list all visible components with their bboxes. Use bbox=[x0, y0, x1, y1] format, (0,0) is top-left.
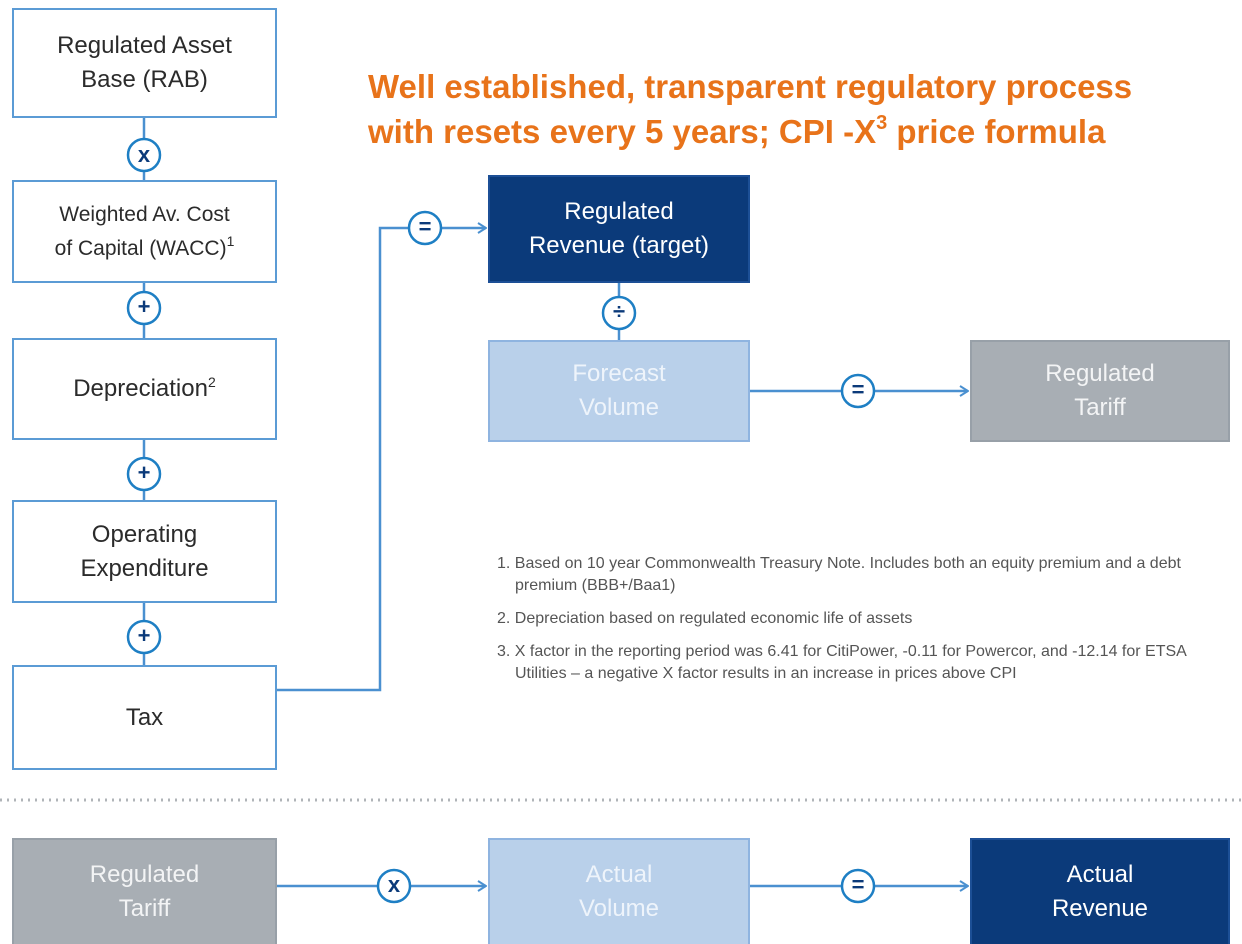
operator: + bbox=[137, 460, 151, 485]
box-label: Forecast bbox=[572, 360, 666, 387]
title: Well established, transparent regulatory… bbox=[368, 64, 1132, 154]
title-text: with resets every 5 years; CPI -X bbox=[368, 113, 877, 150]
operator: = bbox=[851, 872, 865, 897]
box-label: Regulated bbox=[564, 198, 674, 225]
operator: = bbox=[418, 214, 432, 239]
rab-box: Regulated Asset Base (RAB) bbox=[12, 8, 277, 118]
actual-tariff-box: Regulated Tariff bbox=[12, 838, 277, 944]
box-label: Tariff bbox=[1074, 394, 1126, 421]
operator-circle bbox=[126, 456, 162, 492]
box-label: Revenue (target) bbox=[528, 232, 710, 259]
operator-circle bbox=[126, 290, 162, 326]
box-label: of Capital (WACC) bbox=[54, 236, 227, 260]
box-label: Depreciation bbox=[73, 375, 208, 402]
operator-circle bbox=[126, 137, 162, 173]
superscript: 2 bbox=[207, 374, 216, 390]
footnote: 3. X factor in the reporting period was … bbox=[497, 643, 1186, 682]
box-label: Regulated bbox=[89, 861, 200, 888]
box-label: Actual bbox=[1066, 861, 1134, 888]
superscript: 3 bbox=[876, 112, 888, 134]
box-label: Actual bbox=[585, 861, 653, 888]
box-label: Regulated Asset bbox=[57, 32, 232, 59]
actual-revenue-box: Actual Revenue bbox=[970, 838, 1230, 944]
box-label: Volume bbox=[578, 394, 660, 421]
opex-box: Operating Expenditure bbox=[12, 500, 277, 603]
box-label-line: of Capital (WACC)1 bbox=[55, 232, 235, 266]
box-label-line: Depreciation2 bbox=[73, 372, 216, 406]
connector bbox=[277, 226, 408, 692]
title-line: Well established, transparent regulatory… bbox=[368, 68, 1133, 105]
title-text: price formula bbox=[887, 113, 1106, 150]
footnote: 1. Based on 10 year Commonwealth Treasur… bbox=[497, 555, 1181, 594]
tariff-box: Regulated Tariff bbox=[970, 340, 1230, 442]
footnote: 2. Depreciation based on regulated econo… bbox=[497, 610, 913, 627]
depreciation-box: Depreciation2 bbox=[12, 338, 277, 440]
operator-circle bbox=[840, 868, 876, 904]
box-label: Operating bbox=[91, 520, 198, 548]
operator: x bbox=[387, 872, 401, 897]
box-label: Expenditure bbox=[80, 554, 209, 582]
operator-circle bbox=[376, 868, 412, 904]
box-label: Base (RAB) bbox=[81, 66, 208, 93]
box-label: Tariff bbox=[118, 895, 171, 922]
actual-volume-box: Actual Volume bbox=[488, 838, 750, 944]
footnotes: 1. Based on 10 year Commonwealth Treasur… bbox=[497, 553, 1237, 696]
box-label: Regulated bbox=[1045, 360, 1155, 387]
operator: + bbox=[137, 623, 151, 648]
operator-circle bbox=[840, 373, 876, 409]
box-label: Volume bbox=[578, 895, 660, 922]
revenue-target-box: Regulated Revenue (target) bbox=[488, 175, 750, 283]
operator: ÷ bbox=[612, 299, 626, 324]
box-label: Weighted Av. Cost bbox=[59, 202, 230, 226]
title-line: with resets every 5 years; CPI -X3 price… bbox=[368, 109, 1132, 154]
forecast-volume-box: Forecast Volume bbox=[488, 340, 750, 442]
operator: = bbox=[851, 377, 865, 402]
operator: x bbox=[137, 142, 151, 167]
tax-box: Tax bbox=[12, 665, 277, 770]
superscript: 1 bbox=[226, 232, 235, 249]
wacc-box: Weighted Av. Cost of Capital (WACC)1 bbox=[12, 180, 277, 283]
operator-circle bbox=[601, 295, 637, 331]
box-label: Revenue bbox=[1051, 895, 1149, 922]
operator: + bbox=[137, 294, 151, 319]
box-label: Tax bbox=[125, 703, 164, 731]
operator-circle bbox=[407, 210, 443, 246]
operator-circle bbox=[126, 619, 162, 655]
